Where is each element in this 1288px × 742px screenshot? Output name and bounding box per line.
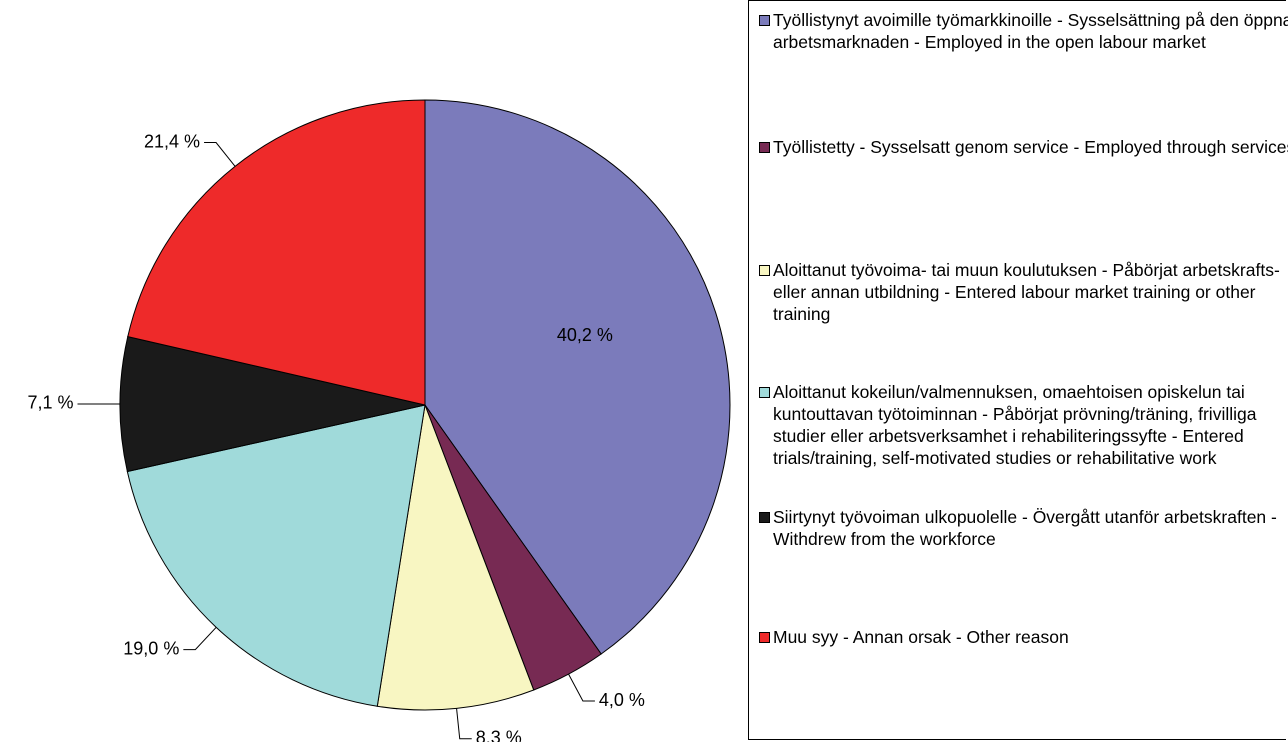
legend-swatch [759, 387, 770, 398]
legend-entry: Aloittanut kokeilun/valmennuksen, omaeht… [757, 381, 1288, 469]
legend-label: Muu syy - Annan orsak - Other reason [773, 627, 1069, 647]
legend-entry: Muu syy - Annan orsak - Other reason [757, 626, 1288, 648]
pie-slice [376, 403, 535, 711]
pie-slice [424, 99, 731, 655]
legend-label: Aloittanut työvoima- tai muun koulutukse… [773, 260, 1280, 324]
legend-entry: Aloittanut työvoima- tai muun koulutukse… [757, 259, 1288, 325]
legend-label: Työllistetty - Sysselsatt genom service … [773, 137, 1288, 157]
data-label: 7,1 % [27, 393, 73, 413]
legend-swatch [759, 632, 770, 643]
legend: Työllistynyt avoimille työmarkkinoille -… [748, 0, 1288, 740]
legend-swatch [759, 142, 770, 153]
legend-label: Siirtynyt työvoiman ulkopuolelle - Överg… [773, 507, 1277, 549]
leader-line [568, 673, 595, 702]
leader-line [456, 708, 472, 740]
legend-swatch [759, 512, 770, 523]
data-label: 8.3 % [476, 727, 522, 742]
legend-label: Työllistynyt avoimille työmarkkinoille -… [773, 10, 1288, 52]
pie-area: 40,2 % 4,0 % 8.3 % 19,0 % 7,1 % 21,4 % [27, 99, 731, 742]
data-label: 19,0 % [123, 638, 179, 658]
leader-line [204, 142, 236, 167]
legend-entry: Työllistetty - Sysselsatt genom service … [757, 136, 1288, 158]
legend-swatch [759, 265, 770, 276]
legend-label: Aloittanut kokeilun/valmennuksen, omaeht… [773, 382, 1257, 468]
data-label: 40,2 % [557, 325, 613, 345]
legend-entry: Työllistynyt avoimille työmarkkinoille -… [757, 9, 1288, 53]
data-label: 21,4 % [144, 131, 200, 151]
leader-line [183, 626, 217, 651]
data-label: 4,0 % [599, 690, 645, 710]
pie-slice [127, 99, 426, 406]
legend-entry: Siirtynyt työvoiman ulkopuolelle - Överg… [757, 506, 1288, 550]
legend-swatch [759, 15, 770, 26]
